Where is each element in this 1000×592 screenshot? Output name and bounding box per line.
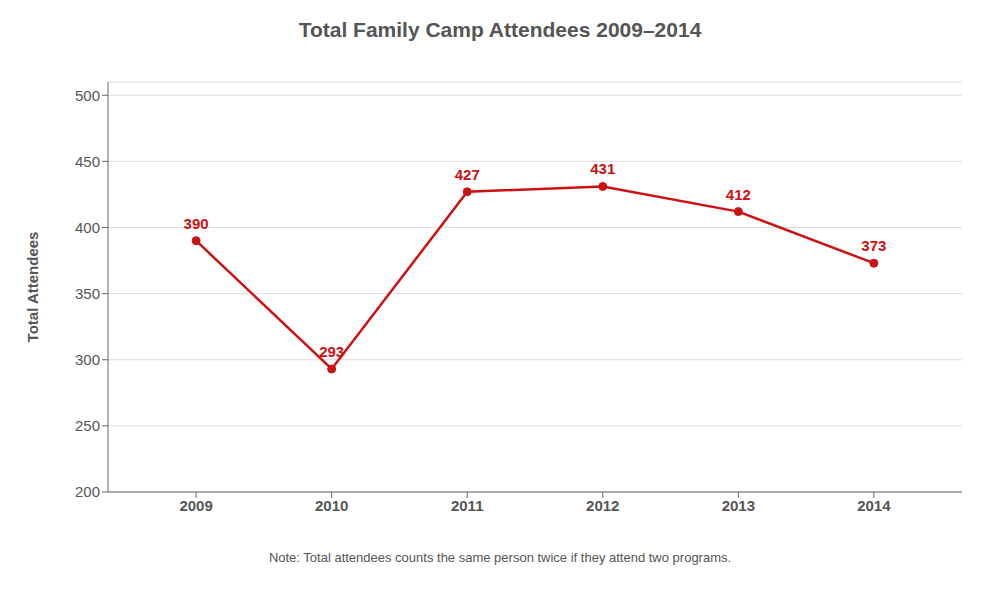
svg-text:500: 500 xyxy=(75,87,100,104)
svg-text:350: 350 xyxy=(75,285,100,302)
svg-text:450: 450 xyxy=(75,153,100,170)
svg-text:2009: 2009 xyxy=(179,497,212,514)
svg-text:431: 431 xyxy=(590,160,615,177)
svg-text:2010: 2010 xyxy=(315,497,348,514)
svg-text:2013: 2013 xyxy=(722,497,755,514)
svg-text:Total Attendees: Total Attendees xyxy=(24,232,41,343)
svg-text:412: 412 xyxy=(726,186,751,203)
svg-text:200: 200 xyxy=(75,483,100,500)
html-text:Note: Total attendees counts t: Note: Total attendees counts the same pe… xyxy=(268,550,732,565)
svg-text:390: 390 xyxy=(184,215,209,232)
svg-text:300: 300 xyxy=(75,351,100,368)
svg-text:293: 293 xyxy=(319,343,344,360)
svg-text:250: 250 xyxy=(75,417,100,434)
svg-text:2014: 2014 xyxy=(857,497,891,514)
svg-text:2012: 2012 xyxy=(586,497,619,514)
svg-text:2011: 2011 xyxy=(451,497,484,514)
svg-text:373: 373 xyxy=(861,237,886,254)
svg-text:427: 427 xyxy=(455,166,480,183)
html-text:Total Family Camp Attendees 20: Total Family Camp Attendees 2009–2014 xyxy=(298,18,702,41)
svg-text:400: 400 xyxy=(75,219,100,236)
